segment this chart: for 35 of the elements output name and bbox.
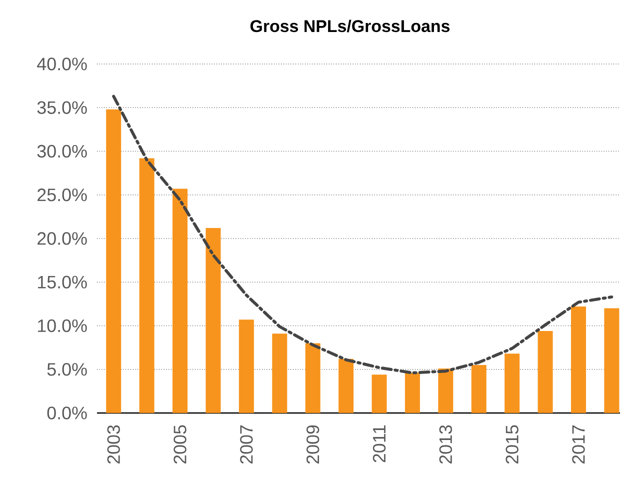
- x-tick-label: 2005: [174, 425, 186, 464]
- chart-title: Gross NPLs/GrossLoans: [250, 20, 450, 32]
- bar: [139, 158, 154, 413]
- x-tick-label: 2009: [306, 425, 320, 464]
- bar: [272, 334, 288, 413]
- bar: [372, 374, 387, 413]
- bar: [172, 188, 188, 413]
- x-tick-label: 2007: [240, 425, 253, 464]
- bar: [571, 306, 586, 413]
- bar: [504, 354, 520, 413]
- bar: [471, 365, 486, 413]
- bar: [305, 343, 320, 413]
- y-tick-label: 0.0%: [47, 406, 87, 420]
- bar: [538, 330, 553, 413]
- y-tick-label: 20.0%: [38, 232, 87, 245]
- x-tick-label: 2003: [107, 425, 120, 464]
- bar: [338, 358, 354, 413]
- line-series: [112, 94, 614, 374]
- y-tick-label: 5.0%: [47, 363, 87, 376]
- x-tick-label: 2017: [572, 425, 585, 464]
- x-tick-label: 2013: [439, 425, 452, 464]
- bar: [404, 372, 420, 413]
- x-tick-label: 2015: [506, 425, 518, 464]
- y-tick-label: 10.0%: [38, 319, 87, 332]
- y-tick-label: 15.0%: [38, 276, 87, 288]
- y-tick-label: 35.0%: [37, 101, 87, 114]
- y-tick-label: 25.0%: [38, 188, 87, 202]
- x-tick-label: 2011: [372, 425, 386, 462]
- bar: [604, 308, 620, 413]
- bar: [238, 320, 254, 413]
- bar: [106, 109, 122, 413]
- y-tick-label: 30.0%: [37, 144, 87, 158]
- bar: [206, 228, 221, 413]
- y-tick-label: 40.0%: [37, 58, 87, 70]
- bar: [438, 368, 454, 413]
